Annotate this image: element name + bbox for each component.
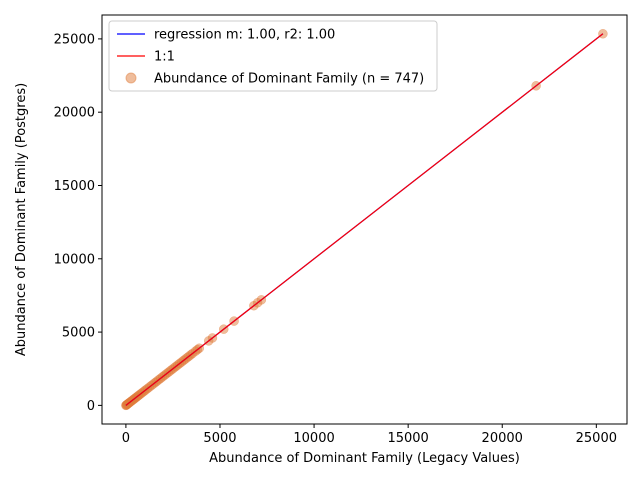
legend-box	[108, 20, 438, 92]
y-tick-label: 25000	[54, 32, 95, 47]
y-tick-label: 0	[87, 399, 95, 414]
y-tick-label: 15000	[54, 179, 95, 194]
y-tick-label: 5000	[62, 326, 95, 341]
y-axis: 0 5000 10000 15000 20000 25000	[54, 32, 102, 414]
x-tick-label: 15000	[387, 431, 428, 446]
series-layer	[121, 29, 608, 411]
x-axis: 0 5000 10000 15000 20000 25000	[122, 424, 617, 446]
legend-label: Abundance of Dominant Family (n = 747)	[154, 72, 424, 87]
legend-marker-swatch	[125, 72, 137, 84]
x-tick-label: 0	[122, 431, 130, 446]
series-line-one-to-one	[125, 33, 604, 406]
x-tick-label: 10000	[293, 431, 334, 446]
legend-label: regression m: 1.00, r2: 1.00	[154, 28, 335, 43]
y-axis-label: Abundance of Dominant Family (Postgres)	[14, 83, 29, 356]
y-tick-label: 20000	[54, 106, 95, 121]
x-tick-label: 5000	[203, 431, 236, 446]
plot-frame	[101, 14, 628, 425]
legend: regression m: 1.00, r2: 1.00 1:1 Abundance…	[108, 20, 438, 92]
y-tick-label: 10000	[54, 252, 95, 267]
legend-label: 1:1	[154, 50, 175, 65]
x-axis-label: Abundance of Dominant Family (Legacy Val…	[209, 451, 520, 466]
x-tick-label: 20000	[482, 431, 523, 446]
x-tick-label: 25000	[576, 431, 617, 446]
